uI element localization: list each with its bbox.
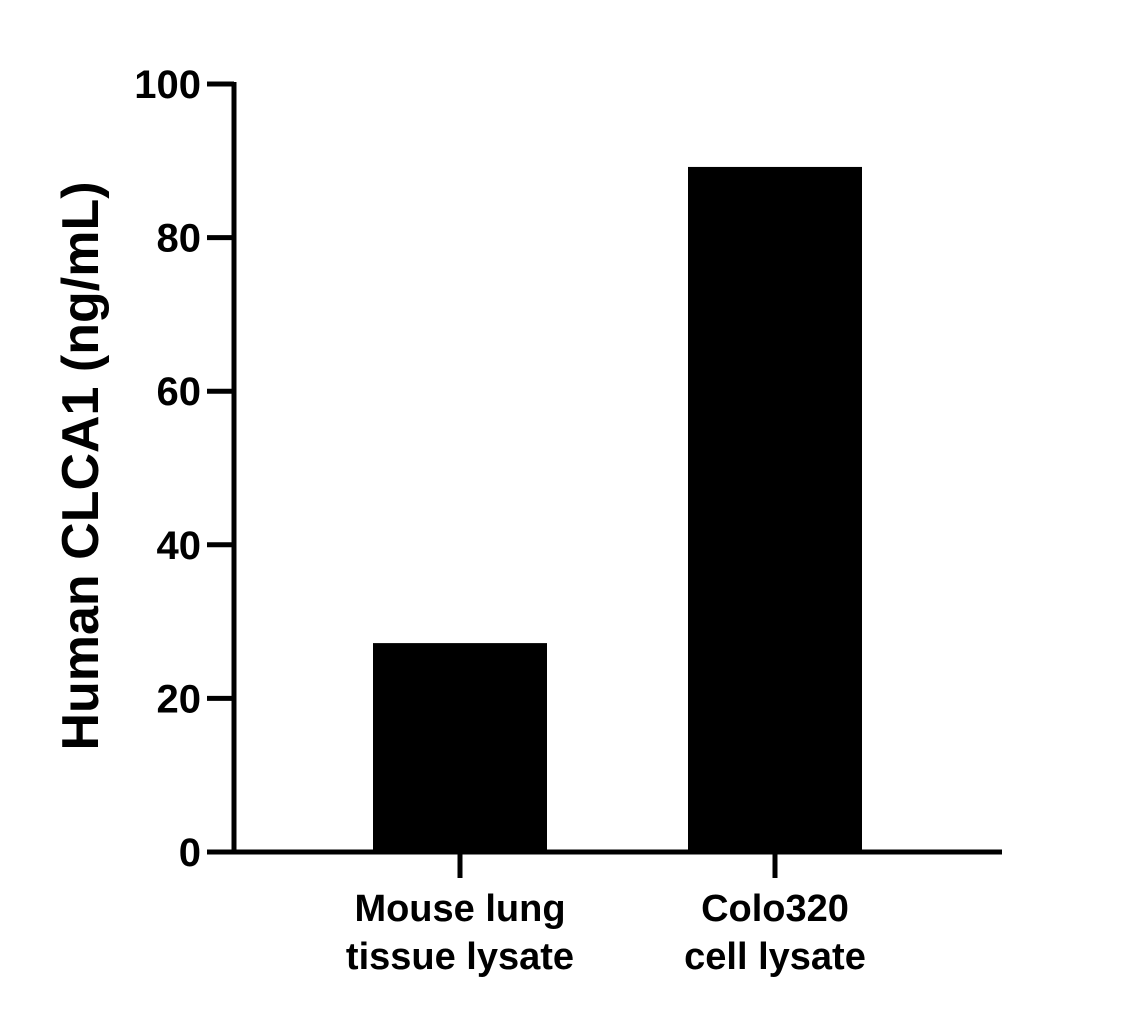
x-category-label: Mouse lung — [354, 888, 565, 930]
y-tick-label: 0 — [179, 831, 201, 875]
y-tick-label: 60 — [157, 370, 202, 414]
bar-1 — [373, 643, 547, 852]
x-category-label: tissue lysate — [346, 936, 574, 978]
y-tick-label: 100 — [134, 63, 201, 107]
y-tick-label: 20 — [157, 677, 202, 721]
plot-area: 0 20 40 60 80 100 Mouse lung tissue lysate Colo3… — [134, 63, 1002, 978]
x-category-label: cell lysate — [684, 936, 866, 978]
bar-2 — [688, 166, 862, 853]
y-axis-title: Human CLCA1 (ng/mL) — [52, 181, 110, 750]
x-category-label: Colo320 — [701, 888, 849, 930]
y-tick-label: 40 — [157, 524, 202, 568]
y-tick-label: 80 — [157, 217, 202, 261]
